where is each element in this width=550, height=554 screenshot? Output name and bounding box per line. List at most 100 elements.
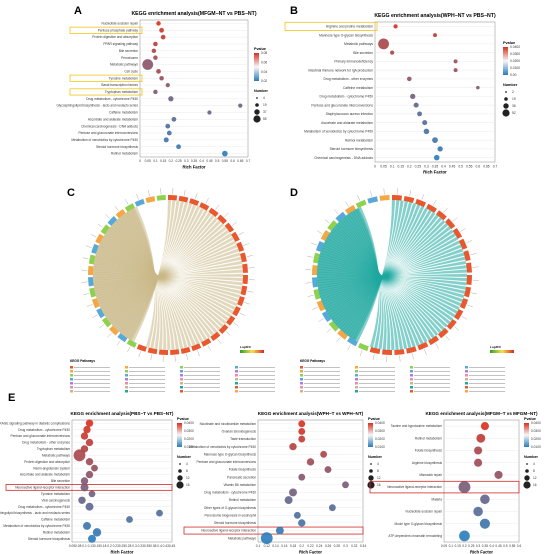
x-tick-label: 0.35 xyxy=(432,164,439,168)
chord-segment xyxy=(199,202,210,211)
log2fc-title: Log2FC xyxy=(490,345,502,349)
data-point xyxy=(389,50,395,55)
x-tick-label: 0.3 xyxy=(424,164,429,168)
data-point xyxy=(153,55,158,60)
chord-tick xyxy=(81,281,88,283)
category-label: Viral carcinogenesis xyxy=(42,498,71,502)
chord-segment xyxy=(464,286,472,298)
chord-legend-text-line xyxy=(239,367,275,368)
chord-segment xyxy=(315,240,325,252)
x-tick-label: 0.25 xyxy=(175,159,181,163)
chord-ribbon xyxy=(355,206,380,348)
chord-segment xyxy=(232,306,241,317)
chord-tick xyxy=(248,267,255,269)
data-point xyxy=(298,435,306,443)
chart-title: KEGG enrichment analysis(MFGM−NT vs PBS−… xyxy=(131,11,256,17)
data-point xyxy=(171,116,177,122)
data-point xyxy=(459,530,470,542)
x-tick-label: 0.18 xyxy=(100,544,106,548)
chord-legend-text-line xyxy=(74,371,110,372)
chord-tick xyxy=(307,255,313,258)
panel-label-d: D xyxy=(290,187,298,199)
chord-tick xyxy=(114,205,119,211)
chord-tick xyxy=(224,212,229,218)
legend-size-title: Number xyxy=(368,455,382,459)
chord-tick xyxy=(433,200,437,206)
data-point xyxy=(423,128,430,135)
chord-segment xyxy=(240,285,248,296)
chord-legend-text-line xyxy=(359,387,395,388)
size-legend-dot xyxy=(177,475,183,481)
chord-tick xyxy=(98,324,104,329)
category-label: Ascorbate and aldarate metabolism xyxy=(20,473,70,477)
category-label: Folate biosynthesis xyxy=(415,449,443,453)
size-legend-label: 52 xyxy=(512,111,516,115)
size-legend-dot xyxy=(505,91,507,93)
data-point xyxy=(260,532,273,545)
chord-segment xyxy=(466,262,472,273)
chord-legend-text-line xyxy=(184,371,220,372)
chord-legend-swatch xyxy=(235,370,238,373)
category-label: Intestinal immune network for IgA produc… xyxy=(308,68,373,72)
category-label: Retinol metabolism xyxy=(415,436,442,440)
x-axis-label: Rich Factor xyxy=(423,170,447,175)
x-tick-label: 0.14 xyxy=(272,544,278,548)
data-point xyxy=(393,24,398,29)
chord-legend-swatch xyxy=(180,378,183,381)
chord-legend-swatch xyxy=(235,366,238,369)
data-point xyxy=(494,470,503,479)
category-label: Folate biosynthesis xyxy=(229,468,257,472)
chord-tick xyxy=(347,344,351,350)
size-legend-label: 36 xyxy=(512,104,516,108)
size-legend-dot xyxy=(178,469,182,473)
chord-legend-swatch xyxy=(355,366,358,369)
color-scale-bar xyxy=(368,423,373,447)
chord-tick xyxy=(307,294,314,297)
chord-tick xyxy=(411,353,414,360)
color-scale-bar xyxy=(524,423,529,447)
category-label: Taste transduction xyxy=(230,437,256,441)
chord-legend-swatch xyxy=(300,378,303,381)
x-tick-label: 0.1 xyxy=(153,159,158,163)
chord-legend-swatch xyxy=(235,378,238,381)
category-label: Metabolic pathways xyxy=(228,536,256,540)
chord-legend-swatch xyxy=(180,386,183,389)
data-point xyxy=(92,528,102,537)
chord-legend-text-line xyxy=(239,371,275,372)
highlight-box xyxy=(284,21,378,31)
legend-size-title: Number xyxy=(524,455,538,459)
x-tick-label: 0.28 xyxy=(125,544,131,548)
chord-legend-swatch xyxy=(70,374,73,377)
chord-legend-text-line xyxy=(469,387,505,388)
chord-tick xyxy=(359,350,363,356)
category-label: Metabolism of xenobiotics by cytochrome … xyxy=(304,130,373,134)
x-tick-label: 0.2 xyxy=(107,544,112,548)
data-point xyxy=(153,89,158,95)
data-point xyxy=(85,438,94,447)
size-legend-label: 12 xyxy=(533,476,537,480)
chord-legend-text-line xyxy=(304,367,340,368)
chord-legend-text-line xyxy=(129,379,165,380)
chord-legend-swatch xyxy=(410,378,413,381)
data-point xyxy=(207,110,212,115)
chord-tick xyxy=(399,355,401,362)
chord-tick xyxy=(244,302,251,305)
color-scale-label: 0.0100 xyxy=(531,445,541,449)
category-label: Chemical carcinogenesis - DNA adducts xyxy=(81,124,138,128)
data-point xyxy=(142,59,154,70)
chord-legend-swatch xyxy=(465,386,468,389)
size-legend-dot xyxy=(253,115,261,123)
chord-segment xyxy=(170,349,180,355)
data-point xyxy=(289,442,297,451)
chord-tick xyxy=(372,354,375,360)
chord-tick xyxy=(445,335,450,341)
category-label: Drug metabolism - cytochrome P450 xyxy=(204,491,256,495)
chord-diagram-c: KEGG Pathways Log2FC xyxy=(70,188,275,393)
chord-legend-text-line xyxy=(184,379,220,380)
chord-tick xyxy=(90,234,97,238)
chord-tick xyxy=(443,207,448,213)
size-legend-label: 16 xyxy=(186,483,190,487)
chord-legend-text-line xyxy=(469,371,505,372)
chord-legend-swatch xyxy=(410,370,413,373)
chord-tick xyxy=(239,312,246,316)
